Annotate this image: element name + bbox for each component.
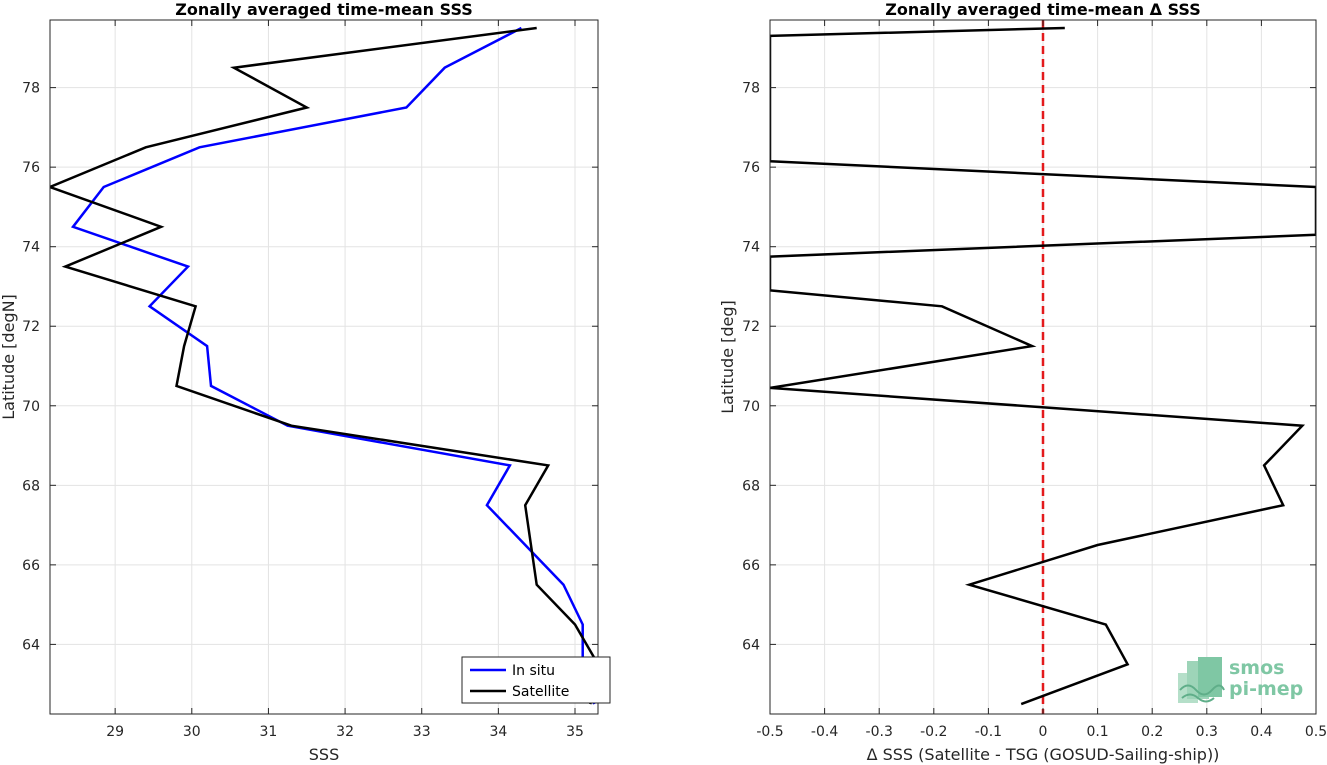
- y-tick-label: 66: [742, 558, 760, 574]
- x-axis-label: Δ SSS (Satellite - TSG (GOSUD-Sailing-sh…: [867, 745, 1220, 764]
- y-tick-label: 70: [22, 399, 40, 415]
- y-tick-label: 64: [742, 637, 760, 653]
- x-tick-label: 0.5: [1305, 724, 1327, 740]
- y-tick-label: 74: [22, 240, 40, 256]
- y-tick-label: 76: [742, 160, 760, 176]
- x-tick-label: 31: [260, 724, 278, 740]
- x-tick-label: -0.3: [866, 724, 893, 740]
- panel-delta-sss: -0.5 -0.4 -0.3 -0.2 -0.1 0 0.1 0.2 0.3 0.4 0.5 64 66…: [718, 0, 1327, 764]
- axes-box: [49, 19, 599, 715]
- y-tick-label: 68: [22, 478, 40, 494]
- x-tick-label: 0.1: [1086, 724, 1108, 740]
- chart-title: Zonally averaged time-mean SSS: [175, 0, 473, 19]
- x-tick-label: 34: [489, 724, 507, 740]
- x-tick-label: 0.3: [1196, 724, 1218, 740]
- y-tick-label: 76: [22, 160, 40, 176]
- legend-label: Satellite: [512, 684, 569, 700]
- x-axis-label: SSS: [309, 745, 339, 764]
- logo-line2: pi-mep: [1229, 678, 1303, 700]
- chart-title: Zonally averaged time-mean Δ SSS: [885, 0, 1201, 19]
- y-axis-label: Latitude [degN]: [0, 294, 18, 420]
- grid: [50, 20, 598, 714]
- series-line-in-situ: [70, 26, 596, 705]
- y-tick-label: 74: [742, 240, 760, 256]
- y-tick-label: 78: [22, 81, 40, 97]
- x-tick-label: -0.1: [975, 724, 1002, 740]
- x-tick-label: 0.2: [1141, 724, 1163, 740]
- x-tick-label: -0.4: [811, 724, 838, 740]
- x-tick-label: -0.2: [920, 724, 947, 740]
- legend-label: In situ: [512, 663, 555, 679]
- y-tick-label: 66: [22, 558, 40, 574]
- legend: In situ Satellite: [461, 656, 611, 704]
- x-tick-label: 30: [183, 724, 201, 740]
- x-tick-label: 0: [1039, 724, 1048, 740]
- y-tick-label: 72: [22, 319, 40, 335]
- x-tick-label: 32: [336, 724, 354, 740]
- x-tick-label: 0.4: [1250, 724, 1272, 740]
- smos-pi-mep-logo: smos pi-mep: [1178, 657, 1303, 703]
- x-tick-label: 35: [566, 724, 584, 740]
- y-tick-label: 72: [742, 319, 760, 335]
- legend-box: [461, 656, 611, 704]
- panel-sss: 29 30 31 32 33 34 35 64 66 68 70 72 74 76 78 Zonally av…: [0, 0, 611, 764]
- y-axis-label: Latitude [deg]: [718, 300, 737, 414]
- x-tick-label: 33: [413, 724, 431, 740]
- y-tick-label: 78: [742, 81, 760, 97]
- y-tick-label: 68: [742, 478, 760, 494]
- logo-line1: smos: [1229, 657, 1284, 679]
- x-tick-label: 29: [106, 724, 124, 740]
- y-tick-label: 64: [22, 637, 40, 653]
- series-line-satellite: [50, 26, 598, 705]
- y-tick-label: 70: [742, 399, 760, 415]
- series-line-delta: [770, 26, 1316, 706]
- x-tick-label: -0.5: [756, 724, 783, 740]
